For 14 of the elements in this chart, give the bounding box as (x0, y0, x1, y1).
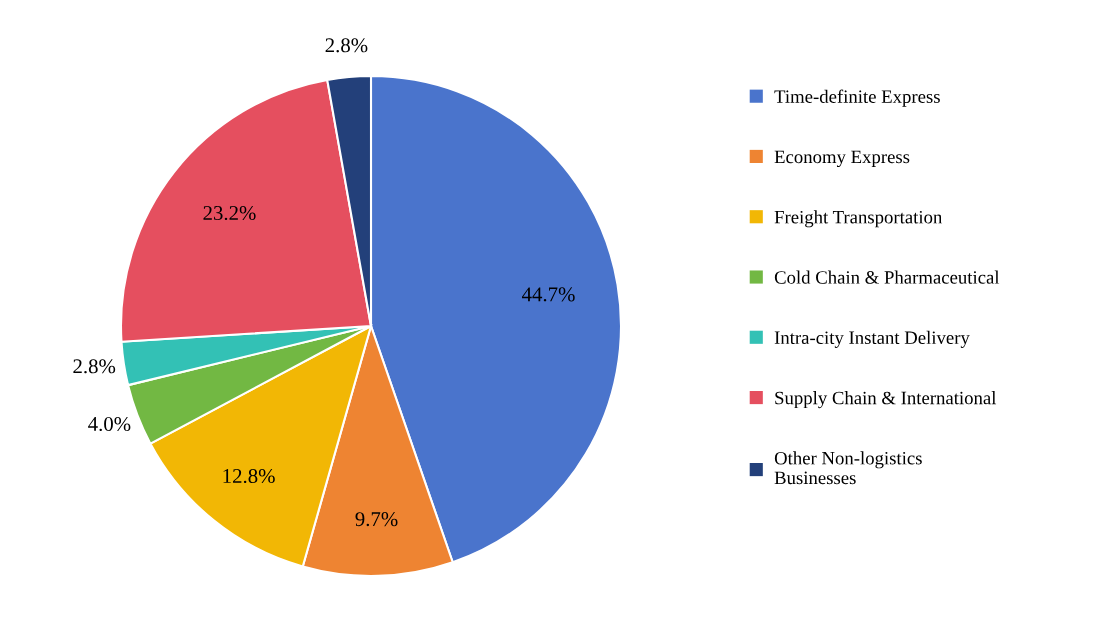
data-label: 9.7% (355, 512, 398, 527)
data-label: 2.8% (325, 38, 368, 53)
legend-label: Other Non-logistics Businesses (774, 451, 922, 485)
data-label: 2.8% (73, 359, 116, 374)
data-label: 44.7% (522, 287, 575, 302)
legend-label: Cold Chain & Pharmaceutical (774, 270, 1000, 284)
legend-label: Intra-city Instant Delivery (774, 330, 970, 348)
legend-label: Economy Express (774, 150, 910, 168)
data-label: 23.2% (203, 205, 256, 221)
data-label: 12.8% (223, 468, 275, 484)
legend-label: Time-definite Express (774, 89, 940, 107)
legend-label: Freight Transportation (774, 210, 943, 228)
data-label: 4.0% (88, 416, 131, 432)
legend-label: Supply Chain & International (775, 391, 997, 409)
